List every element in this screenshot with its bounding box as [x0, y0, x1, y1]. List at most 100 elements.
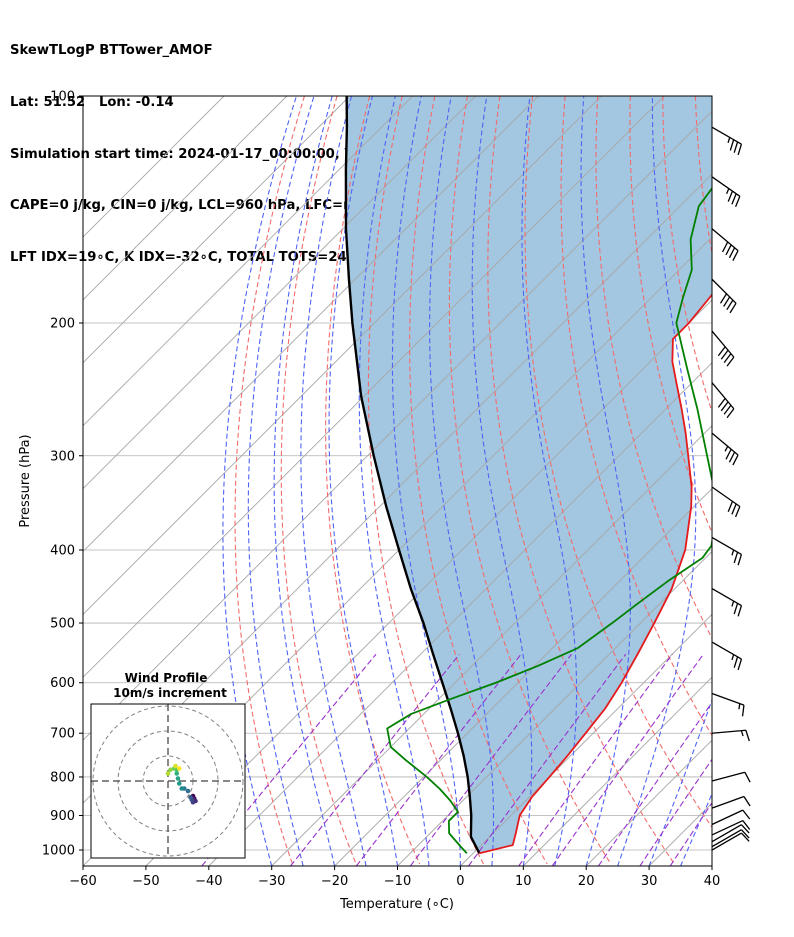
moist-adiabat--5	[358, 96, 430, 866]
hodograph-point-17	[176, 766, 182, 771]
wind-barb-0	[711, 832, 750, 851]
temperature-line	[479, 293, 712, 855]
wind-barb-long-flag	[717, 346, 726, 357]
hodograph-point-5	[188, 794, 193, 800]
x-tick-label--20: −20	[321, 874, 348, 889]
wind-barb-long-flag	[737, 554, 743, 566]
mixing-ratio-0.007	[518, 653, 673, 866]
wind-barb-11	[711, 536, 743, 566]
isotherm-0	[460, 613, 712, 866]
wind-barb-long-flag	[734, 196, 741, 208]
wind-barb-long-flag	[742, 820, 751, 830]
dry-adiabat-40	[524, 96, 712, 829]
wind-barb-7	[711, 729, 750, 742]
wind-barb-long-flag	[725, 244, 732, 256]
parcel-path-line	[344, 96, 481, 854]
wind-barb-short-flag	[731, 549, 735, 556]
x-tick-label--60: −60	[69, 874, 96, 889]
isotherm--160	[83, 96, 225, 238]
dry-adiabat-50	[560, 96, 712, 737]
wind-barb-long-flag	[728, 247, 736, 259]
hodograph-point-14	[168, 767, 173, 773]
dry-adiabat--30	[234, 96, 305, 865]
hodograph-point-11	[174, 771, 180, 776]
wind-barb-17	[711, 228, 739, 261]
wind-barb-staff	[711, 587, 742, 607]
mixing-ratio-0.016	[597, 701, 712, 866]
isotherm--20	[334, 487, 712, 866]
wind-barb-short-flag	[731, 600, 735, 607]
wind-barb-long-flag	[733, 141, 739, 153]
wind-barb-staff	[711, 819, 744, 836]
mixing-ratio-lines	[201, 653, 712, 866]
wind-barb-19	[711, 126, 743, 156]
isotherm--130	[83, 96, 414, 427]
plot-area	[83, 96, 794, 866]
wind-barb-long-flag	[733, 656, 739, 668]
wind-barb-long-flag	[741, 705, 745, 717]
wind-barb-long-flag	[721, 241, 729, 253]
dry-adiabat-lines	[234, 96, 794, 865]
wind-barb-long-flag	[720, 401, 729, 412]
wind-barb-long-flag	[726, 356, 735, 367]
wind-barb-long-flag	[723, 404, 732, 415]
wind-barb-long-flag	[733, 552, 739, 564]
wind-barb-10	[711, 587, 743, 617]
moist-adiabat-10	[471, 96, 533, 866]
wind-barb-8	[711, 692, 745, 717]
hodograph-point-10	[175, 776, 181, 781]
wind-barb-long-flag	[740, 829, 750, 839]
wind-barb-short-flag	[738, 703, 741, 710]
x-tick-label-30: 30	[641, 874, 658, 889]
wind-barb-long-flag	[727, 501, 734, 513]
hodograph-frame	[90, 703, 246, 859]
wind-barb-14	[711, 382, 735, 419]
moist-adiabat--20	[273, 96, 336, 866]
wind-barb-staff	[711, 382, 735, 410]
profile-series	[344, 96, 712, 855]
x-tick-label--10: −10	[384, 874, 411, 889]
dry-adiabat-60	[595, 96, 712, 640]
wind-barb-6	[711, 771, 751, 783]
y-tick-label-900: 900	[50, 809, 75, 824]
isotherm--10	[397, 550, 712, 866]
y-tick-label-200: 200	[50, 316, 75, 331]
hodograph-title-line-2: 10m/s increment	[113, 686, 227, 700]
wind-barb-long-flag	[727, 190, 734, 202]
moist-adiabat-35	[680, 792, 712, 866]
wind-barb-long-flag	[734, 506, 741, 518]
wind-barb-long-flag	[719, 293, 728, 304]
dry-adiabat-80	[662, 96, 712, 414]
x-tick-label-40: 40	[704, 874, 721, 889]
wind-barb-staff	[711, 641, 742, 660]
dry-adiabat-90	[694, 96, 712, 256]
isotherm--40	[208, 362, 712, 866]
dry-adiabat--20	[280, 96, 357, 865]
wind-barb-staff	[711, 176, 741, 197]
wind-barb-long-flag	[740, 824, 750, 834]
wind-barb-short-flag	[731, 654, 735, 661]
wind-barbs	[711, 126, 751, 851]
moist-adiabat-40	[711, 864, 712, 866]
wind-barb-12	[711, 486, 741, 518]
wind-barb-staff	[711, 829, 742, 848]
wind-barb-staff	[711, 795, 745, 809]
wind-barb-long-flag	[729, 302, 737, 314]
y-tick-label-100: 100	[50, 90, 75, 105]
isotherm-50	[775, 96, 794, 866]
hodograph-title-line-1: Wind Profile	[125, 671, 208, 685]
x-tick-label--50: −50	[132, 874, 159, 889]
mixing-ratio-0.024	[639, 758, 712, 866]
wind-barb-short-flag	[724, 446, 729, 452]
wind-barb-long-flag	[733, 603, 739, 615]
x-tick-label-10: 10	[515, 874, 532, 889]
dewpoint-line	[386, 186, 712, 854]
dry-adiabat-100	[728, 96, 794, 864]
wind-barb-staff	[711, 536, 742, 556]
wind-barb-long-flag	[743, 796, 751, 807]
hodograph-point-6	[185, 788, 191, 794]
wind-barb-staff	[711, 771, 746, 782]
dry-adiabat-10	[409, 96, 548, 865]
dry-adiabat-70	[629, 96, 712, 535]
